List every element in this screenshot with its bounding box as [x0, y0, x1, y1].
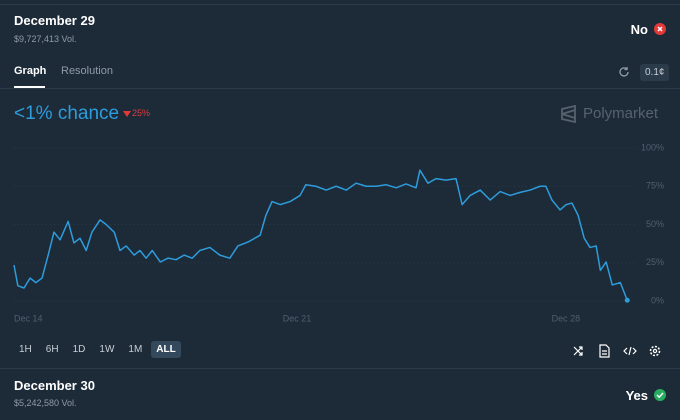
market-title: December 29: [14, 13, 95, 28]
market-volume: $9,727,413 Vol.: [14, 34, 77, 44]
tab[interactable]: Resolution: [61, 65, 113, 77]
range-button[interactable]: 1W: [99, 344, 115, 355]
brand: Polymarket: [583, 105, 659, 122]
market-volume: $5,242,580 Vol.: [14, 398, 77, 408]
range-button[interactable]: 1D: [72, 344, 86, 355]
shuffle-icon[interactable]: [573, 346, 583, 356]
y-tick-label: 25%: [646, 257, 664, 267]
divider: [0, 88, 680, 89]
x-tick-label: Dec 21: [283, 313, 312, 323]
down-arrow: [123, 111, 131, 117]
no-icon: [654, 23, 666, 35]
end-dot: [624, 297, 630, 303]
x-tick-label: Dec 28: [552, 313, 581, 323]
tab-underline: [14, 86, 45, 88]
chance: <1% chance: [14, 103, 120, 124]
outcome: No: [630, 22, 648, 37]
range-button[interactable]: 1M: [128, 344, 143, 355]
doc-icon[interactable]: [599, 344, 610, 358]
precision[interactable]: 0.1¢: [640, 64, 670, 81]
range-buttons: 1H 6H 1D 1W 1M ALL: [14, 341, 181, 358]
line: [13, 169, 628, 301]
divider: [0, 368, 680, 369]
settings-icon[interactable]: [649, 345, 661, 357]
range-button[interactable]: ALL: [151, 341, 181, 358]
divider: [0, 4, 680, 5]
range-button[interactable]: 1H: [19, 344, 32, 355]
x-tick-label: Dec 14: [14, 313, 43, 323]
y-tick-label: 75%: [646, 181, 664, 191]
outcome: Yes: [625, 388, 648, 403]
tab[interactable]: Graph: [14, 65, 47, 77]
toolbar: [573, 344, 661, 358]
market-title: December 30: [14, 378, 95, 393]
y-tick-label: 0%: [651, 295, 664, 305]
y-tick-label: 100%: [641, 142, 664, 152]
yes-icon: [654, 389, 666, 401]
y-tick-label: 50%: [646, 219, 664, 229]
refresh-icon[interactable]: [618, 66, 630, 78]
embed-icon[interactable]: [623, 346, 637, 356]
brand-logo: [561, 105, 576, 123]
range-button[interactable]: 6H: [45, 344, 59, 355]
change: 25%: [132, 108, 151, 118]
settings-icon-core: [652, 348, 658, 354]
